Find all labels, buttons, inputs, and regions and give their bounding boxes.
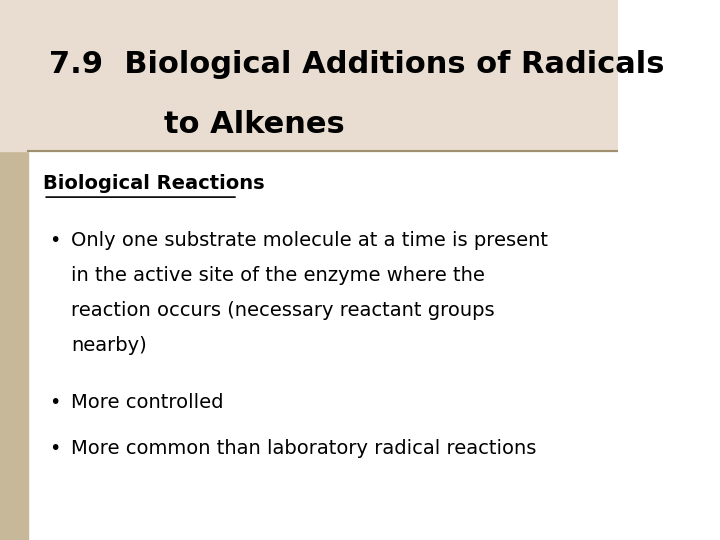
Bar [0, 0, 28, 540]
Text: in the active site of the enzyme where the: in the active site of the enzyme where t… [71, 266, 485, 285]
Text: to Alkenes: to Alkenes [163, 110, 344, 139]
Text: More controlled: More controlled [71, 393, 223, 412]
Text: •: • [50, 231, 60, 250]
Text: •: • [50, 393, 60, 412]
Text: Only one substrate molecule at a time is present: Only one substrate molecule at a time is… [71, 231, 548, 250]
Text: reaction occurs (necessary reactant groups: reaction occurs (necessary reactant grou… [71, 301, 495, 320]
Text: •: • [50, 438, 60, 458]
Bar [0, 0, 618, 151]
Text: More common than laboratory radical reactions: More common than laboratory radical reac… [71, 438, 536, 458]
Text: nearby): nearby) [71, 336, 147, 355]
Text: 7.9  Biological Additions of Radicals: 7.9 Biological Additions of Radicals [50, 50, 665, 79]
Text: Biological Reactions: Biological Reactions [43, 174, 265, 193]
